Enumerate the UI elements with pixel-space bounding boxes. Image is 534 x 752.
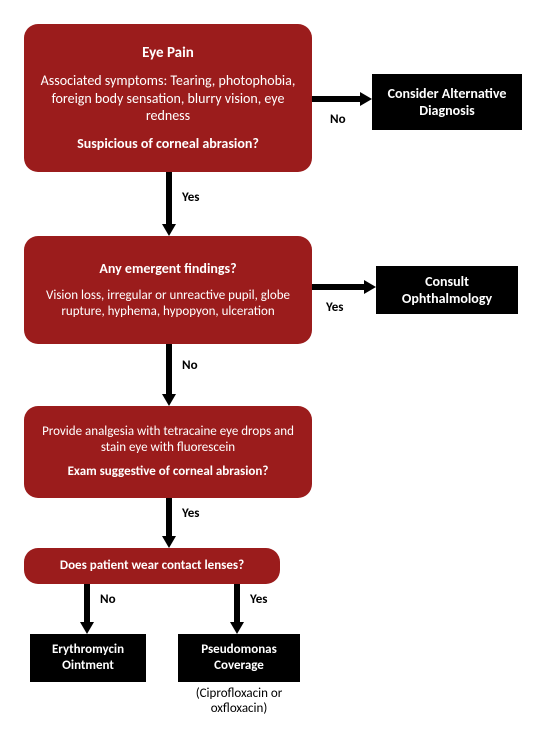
node-title: Consider Alternative Diagnosis	[384, 85, 510, 120]
edge-e7-label: Yes	[250, 592, 267, 607]
edge-e7-line	[234, 584, 240, 622]
node-question: Suspicious of corneal abrasion?	[77, 135, 259, 153]
node-eye-pain: Eye Pain Associated symptoms: Tearing, p…	[24, 24, 312, 172]
node-title: Any emergent findings?	[99, 260, 236, 278]
edge-e1-label: No	[330, 112, 346, 127]
edge-e6-label: No	[100, 592, 116, 607]
edge-e1-head	[360, 92, 372, 106]
node-title: Eye Pain	[142, 44, 194, 63]
edge-e4-line	[166, 344, 172, 394]
edge-e2-label: Yes	[182, 190, 199, 205]
node-alternative-diagnosis: Consider Alternative Diagnosis	[372, 74, 522, 130]
edge-e4-head	[162, 394, 176, 406]
edge-e5-line	[166, 498, 172, 536]
node-body: Vision loss, irregular or unreactive pup…	[36, 288, 300, 321]
node-body: Provide analgesia with tetracaine eye dr…	[36, 424, 300, 457]
edge-e3-line	[312, 284, 364, 290]
node-pseudomonas-subtext: (Ciprofloxacin or oxfloxacin)	[178, 686, 300, 716]
node-title: Pseudomonas Coverage	[190, 642, 288, 675]
node-pseudomonas: Pseudomonas Coverage	[178, 634, 300, 682]
edge-e7-head	[230, 622, 244, 634]
node-question: Exam suggestive of corneal abrasion?	[68, 464, 269, 480]
edge-e1-line	[312, 96, 360, 102]
edge-e5-label: Yes	[182, 506, 199, 521]
node-contact-lenses: Does patient wear contact lenses?	[24, 548, 280, 584]
node-provide-analgesia: Provide analgesia with tetracaine eye dr…	[24, 406, 312, 498]
node-title: Does patient wear contact lenses?	[60, 558, 244, 574]
node-consult-ophthalmology: Consult Ophthalmology	[376, 266, 518, 314]
edge-e3-label: Yes	[326, 300, 343, 315]
edge-e2-line	[166, 172, 172, 224]
node-title: Consult Ophthalmology	[388, 273, 506, 308]
edge-e4-label: No	[182, 358, 198, 373]
node-emergent-findings: Any emergent findings? Vision loss, irre…	[24, 236, 312, 344]
node-body: Associated symptoms: Tearing, photophobi…	[36, 72, 300, 125]
edge-e6-head	[80, 622, 94, 634]
edge-e3-head	[364, 280, 376, 294]
edge-e6-line	[84, 584, 90, 622]
edge-e5-head	[162, 536, 176, 548]
edge-e2-head	[162, 224, 176, 236]
node-erythromycin: Erythromycin Ointment	[30, 634, 146, 682]
node-title: Erythromycin Ointment	[42, 642, 134, 675]
